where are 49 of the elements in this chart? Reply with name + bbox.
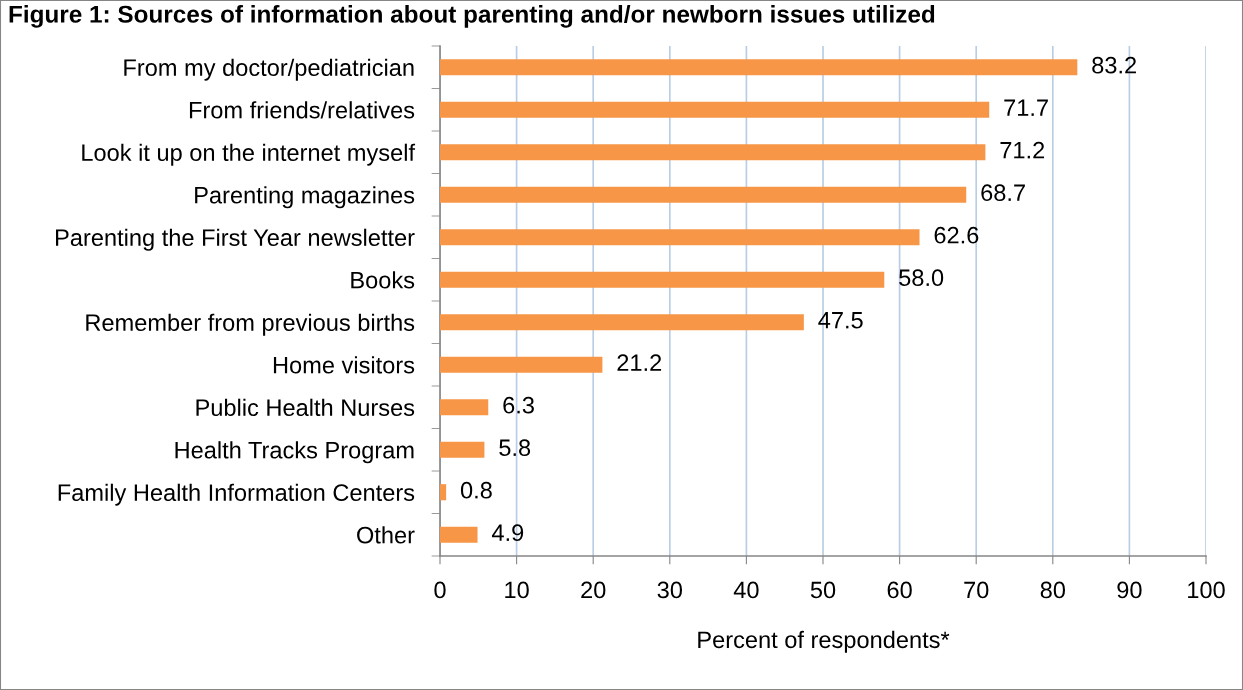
y-tick-label: Parenting magazines [195, 186, 415, 209]
x-tick-label: 40 [733, 581, 759, 599]
data-label: 0.8 [460, 481, 492, 499]
x-tick-label: 100 [1188, 581, 1225, 599]
x-tick-label: 50 [810, 581, 836, 599]
x-tick-label: 10 [505, 581, 529, 599]
bar [440, 484, 447, 501]
bar [440, 314, 804, 331]
y-tick-label: From my doctor/pediatrician [124, 58, 414, 81]
y-tick-label: From friends/relatives [189, 101, 415, 119]
y-tick-label: Health Tracks Program [175, 441, 414, 464]
data-label: 47.5 [818, 312, 863, 329]
y-tick-label: Public Health Nurses [196, 398, 415, 417]
chart-title: Figure 1: Sources of information about parenting and/or newborn issues utilized [9, 5, 935, 28]
bar [440, 271, 885, 288]
x-tick-label: 60 [887, 581, 912, 599]
y-tick-label: Family Health Information Centers [58, 483, 415, 506]
y-tick-label: Other [357, 526, 415, 544]
data-label: 6.3 [503, 396, 534, 414]
bar [440, 101, 990, 118]
x-tick-label: 0 [434, 581, 446, 599]
x-tick-label: 90 [1117, 581, 1142, 599]
bar [440, 356, 603, 373]
bar [440, 229, 920, 246]
bar [440, 186, 967, 203]
x-tick-label: 80 [1040, 581, 1066, 599]
data-label: 62.6 [934, 226, 979, 244]
data-label: 71.7 [1004, 99, 1048, 116]
data-label: 5.8 [499, 439, 531, 457]
x-axis-title: Percent of respondents* [698, 630, 950, 653]
x-tick-label: 20 [581, 581, 606, 599]
bar [440, 59, 1078, 76]
y-tick-label: Remember from previous births [86, 313, 415, 336]
bar [440, 399, 489, 416]
bar [440, 144, 986, 161]
data-label: 4.9 [491, 524, 524, 542]
x-tick-label: 70 [964, 581, 989, 599]
y-tick-label: Parenting the First Year newsletter [56, 228, 415, 251]
y-tick-label: Home visitors [273, 356, 415, 374]
bar [440, 526, 478, 543]
data-label: 83.2 [1092, 56, 1136, 74]
data-label: 68.7 [981, 184, 1025, 202]
bar [440, 441, 485, 458]
y-tick-label: Look it up on the internet myself [82, 143, 416, 166]
data-label: 71.2 [1000, 141, 1045, 159]
y-tick-label: Books [351, 271, 415, 289]
data-label: 58.0 [899, 269, 944, 287]
data-label: 21.2 [617, 354, 662, 371]
x-tick-label: 30 [657, 581, 683, 599]
